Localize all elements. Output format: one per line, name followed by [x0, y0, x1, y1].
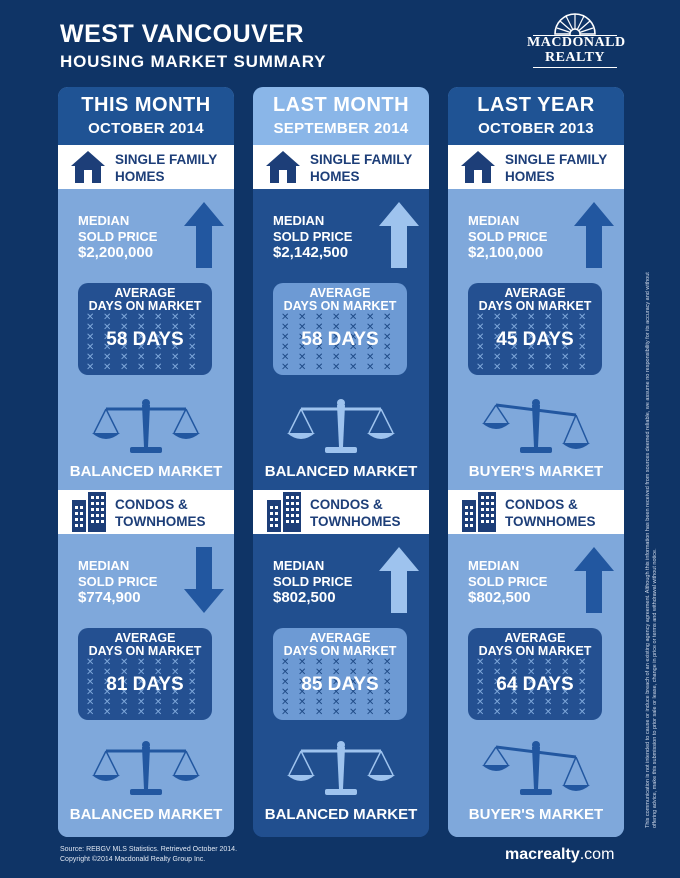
condos-section: MEDIAN SOLD PRICE $802,500 AVERAGE DAYS ON M… [448, 534, 624, 837]
median-price: MEDIAN SOLD PRICE $802,500 [273, 558, 353, 606]
arrow-up-icon [574, 547, 614, 618]
band-label: SINGLE FAMILY HOMES [310, 152, 413, 184]
avg-days-value: 81 DAYS [106, 674, 184, 695]
market-type: BUYER'S MARKET [468, 463, 604, 480]
band-label: CONDOS & TOWNHOMES [505, 497, 596, 529]
calendar-pattern: ✕ ✕ ✕ ✕ ✕ ✕ ✕ ✕ ✕ ✕ ✕ ✕ ✕ ✕ ✕ ✕ ✕ ✕ ✕ ✕ ✕ ✕ ✕ ✕ ✕ ✕ ✕ ✕ ✕ ✕ ✕ ✕ ✕ ✕ ✕ ✕ ✕ ✕ ✕ ✕… [281, 657, 392, 718]
median-price-value: $802,500 [468, 589, 531, 606]
scale-icon [482, 395, 590, 460]
disclaimer-text: This communication is not intended to ca… [645, 272, 658, 828]
arrow-up-icon [379, 202, 419, 273]
market-type: BUYER'S MARKET [468, 806, 604, 823]
arrow-up-icon [379, 547, 419, 618]
condos-section: MEDIAN SOLD PRICE $774,900 AVERAGE DAYS ON M… [58, 534, 234, 837]
median-price: MEDIAN SOLD PRICE $2,100,000 [468, 213, 548, 261]
avg-days-panel: AVERAGE DAYS ON MARKET ✕ ✕ ✕ ✕ ✕ ✕ ✕ ✕ ✕ ✕ ✕ ✕ ✕ ✕ ✕ ✕ ✕ ✕ ✕… [273, 628, 407, 720]
website-tld[interactable]: .com [579, 846, 615, 863]
logo-text-macdonald: MACDONALD [527, 35, 626, 50]
calendar-pattern: ✕ ✕ ✕ ✕ ✕ ✕ ✕ ✕ ✕ ✕ ✕ ✕ ✕ ✕ ✕ ✕ ✕ ✕ ✕ ✕ ✕ ✕ ✕ ✕ ✕ ✕ ✕ ✕ ✕ ✕ ✕ ✕ ✕ ✕ ✕ ✕ ✕ ✕ ✕ ✕… [476, 312, 587, 373]
market-type: BALANCED MARKET [69, 463, 223, 480]
market-type: BALANCED MARKET [69, 806, 223, 823]
logo-text-realty: REALTY [544, 50, 606, 65]
band-label: SINGLE FAMILY HOMES [505, 152, 608, 184]
column-heading: LAST YEAR [477, 94, 595, 116]
condos-section: MEDIAN SOLD PRICE $802,500 AVERAGE DAYS ON M… [253, 534, 429, 837]
sunburst-logo-icon [554, 13, 596, 35]
single-family-section: MEDIAN SOLD PRICE $2,200,000 AVERAGE DAYS ON… [58, 189, 234, 490]
column-heading: LAST MONTH [272, 94, 410, 116]
calendar-pattern: ✕ ✕ ✕ ✕ ✕ ✕ ✕ ✕ ✕ ✕ ✕ ✕ ✕ ✕ ✕ ✕ ✕ ✕ ✕ ✕ ✕ ✕ ✕ ✕ ✕ ✕ ✕ ✕ ✕ ✕ ✕ ✕ ✕ ✕ ✕ ✕ ✕ ✕ ✕ ✕… [86, 657, 197, 718]
single-family-band: SINGLE FAMILY HOMES [58, 145, 234, 189]
source-text: Source: REBGV MLS Statistics. Retrieved … [60, 846, 238, 853]
avg-days-value: 58 DAYS [106, 329, 184, 350]
median-price-value: $802,500 [273, 589, 336, 606]
column-1: LAST MONTH SEPTEMBER 2014 SINGLE FAMILY HOM… [253, 87, 429, 837]
median-price-value: $2,200,000 [78, 244, 154, 261]
calendar-pattern: ✕ ✕ ✕ ✕ ✕ ✕ ✕ ✕ ✕ ✕ ✕ ✕ ✕ ✕ ✕ ✕ ✕ ✕ ✕ ✕ ✕ ✕ ✕ ✕ ✕ ✕ ✕ ✕ ✕ ✕ ✕ ✕ ✕ ✕ ✕ ✕ ✕ ✕ ✕ ✕… [476, 657, 587, 718]
arrow-up-icon [184, 202, 224, 273]
median-price-value: $2,100,000 [468, 244, 544, 261]
disclaimer: This communication is not intended to ca… [633, 268, 658, 828]
avg-days-panel: AVERAGE DAYS ON MARKET ✕ ✕ ✕ ✕ ✕ ✕ ✕ ✕ ✕ ✕ ✕ ✕ ✕ ✕ ✕ ✕ ✕ ✕ ✕… [468, 628, 602, 720]
macdonald-realty-logo: MACDONALD REALTY [527, 13, 626, 69]
median-price: MEDIAN SOLD PRICE $802,500 [468, 558, 548, 606]
avg-days-panel: AVERAGE DAYS ON MARKET ✕ ✕ ✕ ✕ ✕ ✕ ✕ ✕ ✕ ✕ ✕ ✕ ✕ ✕ ✕ ✕ ✕ ✕ ✕… [468, 283, 602, 375]
column-header: THIS MONTH OCTOBER 2014 [58, 87, 234, 145]
avg-days-panel: AVERAGE DAYS ON MARKET ✕ ✕ ✕ ✕ ✕ ✕ ✕ ✕ ✕ ✕ ✕ ✕ ✕ ✕ ✕ ✕ ✕ ✕ ✕… [273, 283, 407, 375]
website-name[interactable]: macrealty [505, 846, 580, 863]
page-title: WEST VANCOUVER [60, 20, 305, 48]
column-period: OCTOBER 2013 [478, 120, 594, 137]
column-period: OCTOBER 2014 [88, 120, 204, 137]
scale-icon [92, 395, 200, 460]
single-family-section: MEDIAN SOLD PRICE $2,100,000 AVERAGE DAYS ON… [448, 189, 624, 490]
source-note: Source: REBGV MLS Statistics. Retrieved … [60, 845, 237, 865]
page-subtitle: HOUSING MARKET SUMMARY [60, 52, 327, 71]
column-2: LAST YEAR OCTOBER 2013 SINGLE FAMILY HOMES M… [448, 87, 624, 837]
website-link[interactable]: macrealty.com [505, 846, 614, 864]
condos-band: CONDOS & TOWNHOMES [448, 490, 624, 534]
condos-band: CONDOS & TOWNHOMES [58, 490, 234, 534]
avg-days-panel: AVERAGE DAYS ON MARKET ✕ ✕ ✕ ✕ ✕ ✕ ✕ ✕ ✕ ✕ ✕ ✕ ✕ ✕ ✕ ✕ ✕ ✕ ✕… [78, 283, 212, 375]
median-price: MEDIAN SOLD PRICE $2,142,500 [273, 213, 353, 261]
scale-icon [287, 737, 395, 802]
column-heading: THIS MONTH [81, 94, 211, 116]
arrow-up-icon [574, 202, 614, 273]
median-price: MEDIAN SOLD PRICE $2,200,000 [78, 213, 158, 261]
market-type: BALANCED MARKET [264, 806, 418, 823]
copyright-text: Copyright ©2014 Macdonald Realty Group I… [60, 856, 206, 863]
scale-icon [287, 395, 395, 460]
column-0: THIS MONTH OCTOBER 2014 SINGLE FAMILY HOMES… [58, 87, 234, 837]
avg-days-value: 58 DAYS [301, 329, 379, 350]
scale-icon [482, 737, 590, 802]
band-label: CONDOS & TOWNHOMES [310, 497, 401, 529]
avg-days-panel: AVERAGE DAYS ON MARKET ✕ ✕ ✕ ✕ ✕ ✕ ✕ ✕ ✕ ✕ ✕ ✕ ✕ ✕ ✕ ✕ ✕ ✕ ✕… [78, 628, 212, 720]
column-period: SEPTEMBER 2014 [273, 120, 409, 137]
avg-days-value: 85 DAYS [301, 674, 379, 695]
arrow-down-icon [184, 547, 224, 618]
avg-days-value: 64 DAYS [496, 674, 574, 695]
column-header: LAST YEAR OCTOBER 2013 [448, 87, 624, 145]
single-family-section: MEDIAN SOLD PRICE $2,142,500 AVERAGE DAYS ON… [253, 189, 429, 490]
median-price-value: $774,900 [78, 589, 141, 606]
condos-band: CONDOS & TOWNHOMES [253, 490, 429, 534]
market-type: BALANCED MARKET [264, 463, 418, 480]
scale-icon [92, 737, 200, 802]
avg-days-value: 45 DAYS [496, 329, 574, 350]
single-family-band: SINGLE FAMILY HOMES [448, 145, 624, 189]
band-label: CONDOS & TOWNHOMES [115, 497, 206, 529]
calendar-pattern: ✕ ✕ ✕ ✕ ✕ ✕ ✕ ✕ ✕ ✕ ✕ ✕ ✕ ✕ ✕ ✕ ✕ ✕ ✕ ✕ ✕ ✕ ✕ ✕ ✕ ✕ ✕ ✕ ✕ ✕ ✕ ✕ ✕ ✕ ✕ ✕ ✕ ✕ ✕ ✕… [86, 312, 197, 373]
band-label: SINGLE FAMILY HOMES [115, 152, 218, 184]
calendar-pattern: ✕ ✕ ✕ ✕ ✕ ✕ ✕ ✕ ✕ ✕ ✕ ✕ ✕ ✕ ✕ ✕ ✕ ✕ ✕ ✕ ✕ ✕ ✕ ✕ ✕ ✕ ✕ ✕ ✕ ✕ ✕ ✕ ✕ ✕ ✕ ✕ ✕ ✕ ✕ ✕… [281, 312, 392, 373]
column-header: LAST MONTH SEPTEMBER 2014 [253, 87, 429, 145]
median-price-value: $2,142,500 [273, 244, 349, 261]
single-family-band: SINGLE FAMILY HOMES [253, 145, 429, 189]
median-price: MEDIAN SOLD PRICE $774,900 [78, 558, 158, 606]
